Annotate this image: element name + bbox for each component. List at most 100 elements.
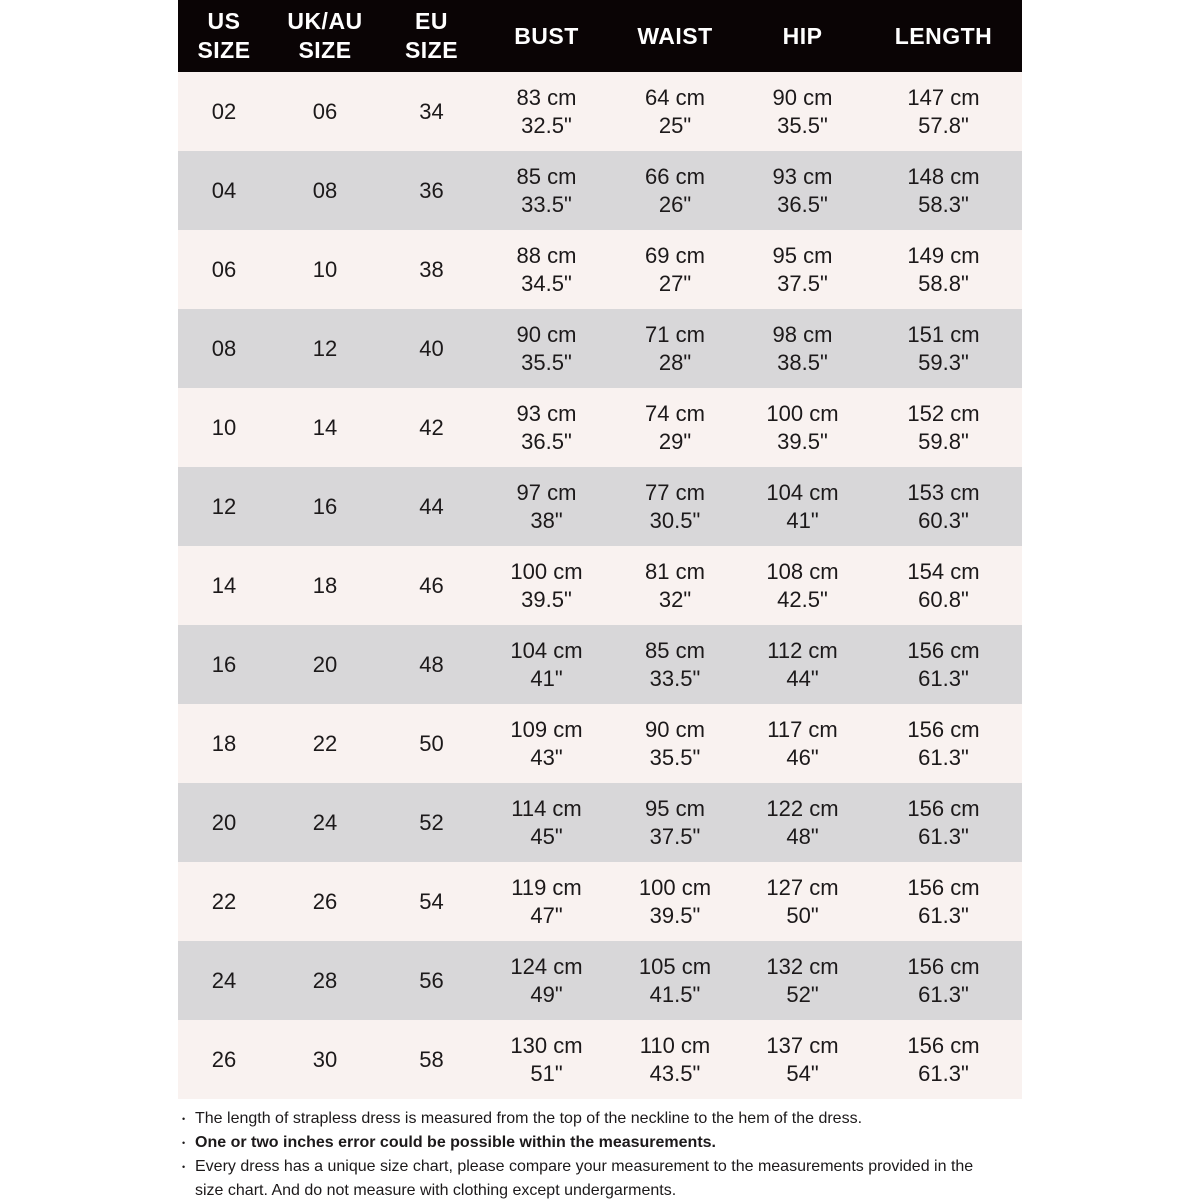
- cell-eu-size: 58: [380, 1020, 483, 1099]
- cell-value-line: 26: [312, 888, 338, 914]
- cell-value-line: 41": [530, 665, 563, 691]
- cell-value-line: 28: [312, 967, 338, 993]
- cell-value-line: 33.5": [521, 191, 572, 217]
- cell-waist: 81 cm 32": [610, 546, 740, 625]
- cell-us-size: 10: [178, 388, 270, 467]
- column-header-line: US: [207, 8, 241, 34]
- cell-value-line: 30.5": [649, 507, 701, 533]
- cell-us-size: 14: [178, 546, 270, 625]
- cell-value-line: 124 cm: [510, 953, 583, 979]
- cell-value-line: 28": [658, 349, 692, 375]
- cell-value-line: 42: [419, 414, 444, 440]
- cell-value-line: 132 cm: [766, 953, 839, 979]
- size-chart-page: US SIZE UK/AU SIZE EU SIZE BUST WAIST HIP LENGTH …: [178, 0, 1022, 1203]
- cell-value-line: 47": [530, 902, 563, 928]
- cell-value-line: 35.5": [521, 349, 572, 375]
- cell-value-line: 50: [419, 730, 444, 756]
- cell-value-line: 60.3": [918, 507, 969, 533]
- cell-hip: 117 cm 46": [740, 704, 865, 783]
- cell-value-line: 46": [786, 744, 819, 770]
- cell-value-line: 54: [419, 888, 444, 914]
- cell-value-line: 41.5": [649, 981, 701, 1007]
- cell-value-line: 48": [786, 823, 819, 849]
- column-header-line: SIZE: [404, 37, 459, 63]
- cell-value-line: 04: [211, 177, 237, 203]
- cell-waist: 105 cm 41.5": [610, 941, 740, 1020]
- cell-value-line: 59.8": [918, 428, 969, 454]
- cell-value-line: 105 cm: [638, 953, 712, 979]
- cell-waist: 90 cm 35.5": [610, 704, 740, 783]
- cell-value-line: 98 cm: [772, 321, 833, 347]
- cell-waist: 74 cm 29": [610, 388, 740, 467]
- cell-value-line: 18: [211, 730, 237, 756]
- cell-value-line: 57.8": [918, 112, 969, 138]
- cell-value-line: 40: [419, 335, 444, 361]
- note-text: The length of strapless dress is measure…: [195, 1110, 863, 1127]
- cell-bust: 124 cm 49": [483, 941, 610, 1020]
- cell-bust: 104 cm 41": [483, 625, 610, 704]
- cell-bust: 119 cm 47": [483, 862, 610, 941]
- cell-us-size: 04: [178, 151, 270, 230]
- cell-waist: 100 cm 39.5": [610, 862, 740, 941]
- cell-value-line: 12: [312, 335, 338, 361]
- cell-value-line: 46: [419, 572, 444, 598]
- size-chart-table: US SIZE UK/AU SIZE EU SIZE BUST WAIST HIP LENGTH …: [178, 0, 1022, 1099]
- cell-eu-size: 50: [380, 704, 483, 783]
- cell-value-line: 39.5": [521, 586, 572, 612]
- cell-value-line: 74 cm: [645, 400, 705, 426]
- cell-value-line: 10: [312, 256, 338, 282]
- cell-value-line: 36.5": [521, 428, 572, 454]
- cell-eu-size: 40: [380, 309, 483, 388]
- cell-value-line: 156 cm: [907, 1032, 980, 1058]
- cell-hip: 137 cm 54": [740, 1020, 865, 1099]
- cell-value-line: 56: [419, 967, 444, 993]
- cell-hip: 104 cm 41": [740, 467, 865, 546]
- cell-value-line: 100 cm: [638, 874, 712, 900]
- cell-value-line: 08: [312, 177, 338, 203]
- cell-value-line: 156 cm: [907, 637, 980, 663]
- cell-value-line: 44: [419, 493, 444, 519]
- cell-value-line: 16: [312, 493, 338, 519]
- table-row-us-08: 08 12 40 90 cm 35.5" 71 cm 28" 98 cm 38.5" 151 cm…: [178, 309, 1022, 388]
- cell-waist: 64 cm 25": [610, 72, 740, 151]
- cell-value-line: 108 cm: [766, 558, 839, 584]
- cell-value-line: 64 cm: [645, 84, 705, 110]
- cell-length: 156 cm 61.3": [865, 625, 1022, 704]
- cell-hip: 90 cm 35.5": [740, 72, 865, 151]
- cell-value-line: 137 cm: [766, 1032, 839, 1058]
- column-header-line: SIZE: [298, 37, 352, 63]
- cell-value-line: 32.5": [521, 112, 572, 138]
- cell-eu-size: 34: [380, 72, 483, 151]
- cell-length: 153 cm 60.3": [865, 467, 1022, 546]
- cell-value-line: 85 cm: [516, 163, 577, 189]
- cell-value-line: 95 cm: [645, 795, 705, 821]
- column-header-hip: HIP: [740, 0, 865, 72]
- table-row-us-04: 04 08 36 85 cm 33.5" 66 cm 26" 93 cm 36.5" 148 cm…: [178, 151, 1022, 230]
- cell-value-line: 100 cm: [766, 400, 839, 426]
- cell-value-line: 22: [211, 888, 237, 914]
- cell-value-line: 85 cm: [645, 637, 705, 663]
- cell-value-line: 43.5": [649, 1060, 701, 1086]
- cell-value-line: 02: [211, 98, 237, 124]
- cell-value-line: 58.3": [918, 191, 969, 217]
- cell-us-size: 08: [178, 309, 270, 388]
- cell-value-line: 20: [312, 651, 338, 677]
- column-header-line: BUST: [514, 22, 579, 49]
- column-header-line: UK/AU: [287, 8, 363, 34]
- table-body: 02 06 34 83 cm 32.5" 64 cm 25" 90 cm 35.5" 147 cm…: [178, 72, 1022, 1099]
- cell-value-line: 83 cm: [516, 84, 577, 110]
- cell-value-line: 36.5": [777, 191, 828, 217]
- cell-value-line: 156 cm: [907, 953, 980, 979]
- cell-uk-au-size: 06: [270, 72, 380, 151]
- cell-value-line: 112 cm: [767, 637, 838, 663]
- cell-value-line: 149 cm: [907, 242, 980, 268]
- cell-length: 152 cm 59.8": [865, 388, 1022, 467]
- cell-length: 156 cm 61.3": [865, 783, 1022, 862]
- cell-uk-au-size: 18: [270, 546, 380, 625]
- cell-length: 156 cm 61.3": [865, 941, 1022, 1020]
- cell-length: 156 cm 61.3": [865, 704, 1022, 783]
- table-header: US SIZE UK/AU SIZE EU SIZE BUST WAIST HIP LENGTH: [178, 0, 1022, 72]
- cell-uk-au-size: 22: [270, 704, 380, 783]
- cell-value-line: 44": [786, 665, 819, 691]
- cell-value-line: 61.3": [918, 1060, 969, 1086]
